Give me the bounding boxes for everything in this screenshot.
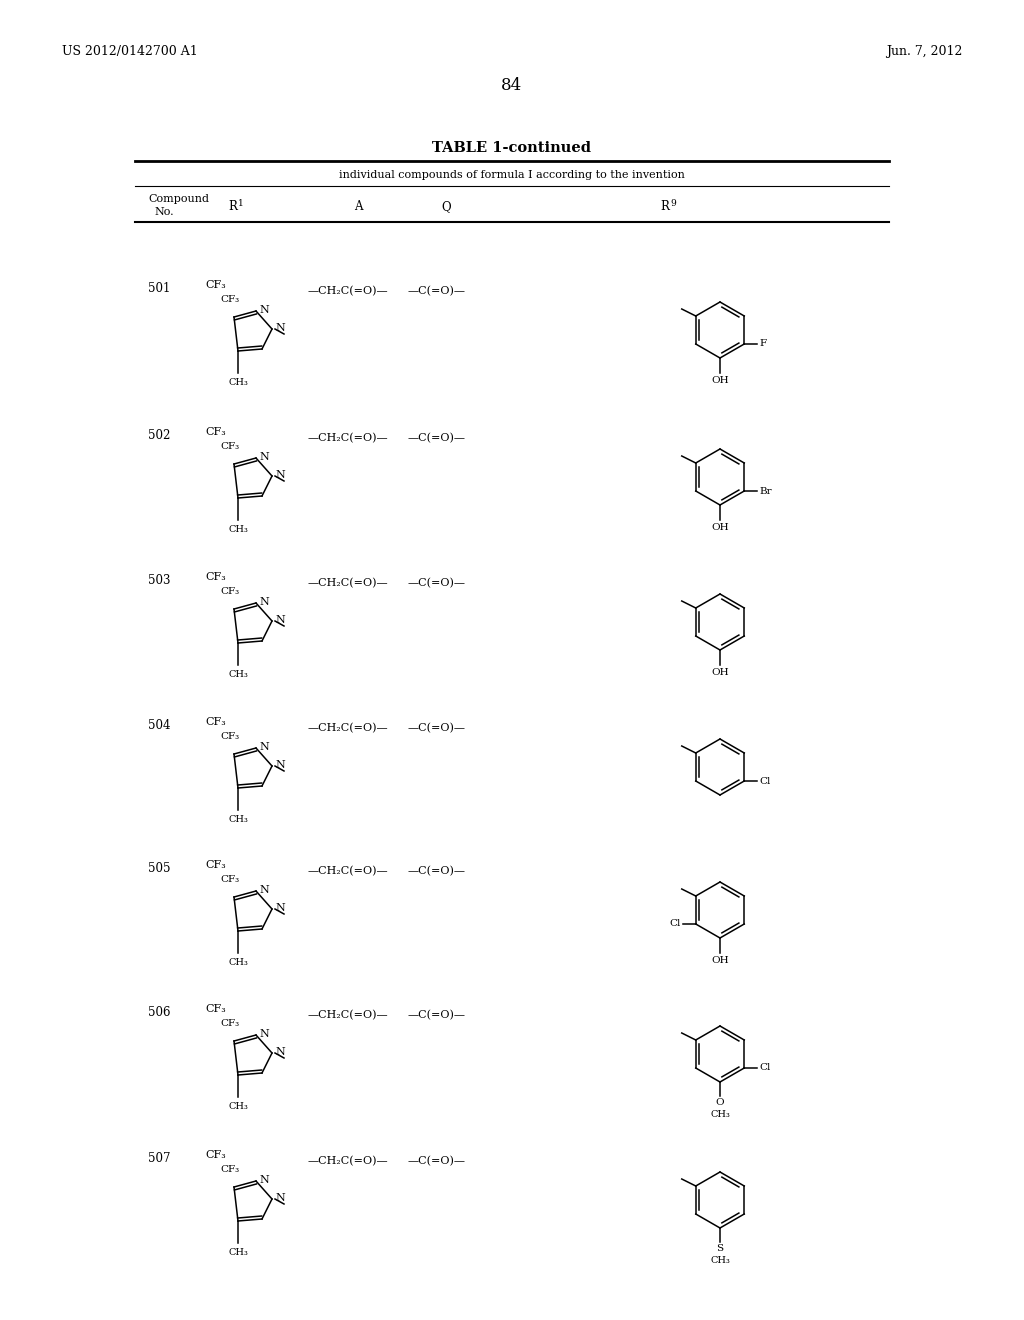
Text: Br: Br: [759, 487, 772, 495]
Text: CH₃: CH₃: [228, 814, 248, 824]
Text: CH₃: CH₃: [710, 1257, 730, 1265]
Text: CF₃: CF₃: [205, 426, 225, 437]
Text: N: N: [275, 903, 285, 913]
Text: OH: OH: [712, 668, 729, 677]
Text: —CH₂C(=O)—: —CH₂C(=O)—: [308, 578, 389, 589]
Text: —C(=O)—: —C(=O)—: [408, 866, 466, 876]
Text: 504: 504: [148, 719, 171, 733]
Text: CF₃: CF₃: [220, 442, 240, 451]
Text: CH₃: CH₃: [710, 1110, 730, 1119]
Text: N: N: [275, 615, 285, 624]
Text: —CH₂C(=O)—: —CH₂C(=O)—: [308, 866, 389, 876]
Text: CF₃: CF₃: [205, 861, 225, 870]
Text: 506: 506: [148, 1006, 171, 1019]
Text: CF₃: CF₃: [220, 294, 240, 304]
Text: CF₃: CF₃: [220, 587, 240, 597]
Text: TABLE 1-continued: TABLE 1-continued: [432, 141, 592, 154]
Text: 9: 9: [670, 198, 676, 207]
Text: —CH₂C(=O)—: —CH₂C(=O)—: [308, 1156, 389, 1167]
Text: CF₃: CF₃: [220, 733, 240, 741]
Text: N: N: [275, 470, 285, 480]
Text: individual compounds of formula I according to the invention: individual compounds of formula I accord…: [339, 170, 685, 180]
Text: R: R: [660, 201, 669, 214]
Text: CH₃: CH₃: [228, 1247, 248, 1257]
Text: —C(=O)—: —C(=O)—: [408, 1010, 466, 1020]
Text: CF₃: CF₃: [220, 1019, 240, 1028]
Text: N: N: [259, 451, 268, 462]
Text: CF₃: CF₃: [205, 1150, 225, 1160]
Text: N: N: [259, 742, 268, 752]
Text: OH: OH: [712, 956, 729, 965]
Text: Cl: Cl: [670, 920, 681, 928]
Text: F: F: [759, 339, 766, 348]
Text: 84: 84: [502, 77, 522, 94]
Text: N: N: [275, 760, 285, 770]
Text: N: N: [259, 884, 268, 895]
Text: Compound: Compound: [148, 194, 209, 205]
Text: —C(=O)—: —C(=O)—: [408, 286, 466, 296]
Text: CF₃: CF₃: [205, 572, 225, 582]
Text: O: O: [716, 1098, 724, 1107]
Text: N: N: [259, 597, 268, 607]
Text: 501: 501: [148, 282, 170, 294]
Text: Cl: Cl: [759, 776, 771, 785]
Text: R: R: [228, 201, 237, 214]
Text: 502: 502: [148, 429, 170, 442]
Text: —CH₂C(=O)—: —CH₂C(=O)—: [308, 286, 389, 296]
Text: 1: 1: [238, 198, 244, 207]
Text: Jun. 7, 2012: Jun. 7, 2012: [886, 45, 962, 58]
Text: N: N: [259, 1175, 268, 1185]
Text: —CH₂C(=O)—: —CH₂C(=O)—: [308, 723, 389, 734]
Text: OH: OH: [712, 376, 729, 385]
Text: —CH₂C(=O)—: —CH₂C(=O)—: [308, 1010, 389, 1020]
Text: N: N: [275, 323, 285, 333]
Text: CH₃: CH₃: [228, 958, 248, 968]
Text: CH₃: CH₃: [228, 525, 248, 535]
Text: A: A: [353, 201, 362, 214]
Text: CH₃: CH₃: [228, 671, 248, 678]
Text: N: N: [275, 1047, 285, 1057]
Text: Cl: Cl: [759, 1064, 771, 1072]
Text: 505: 505: [148, 862, 171, 875]
Text: —CH₂C(=O)—: —CH₂C(=O)—: [308, 433, 389, 444]
Text: —C(=O)—: —C(=O)—: [408, 723, 466, 734]
Text: CF₃: CF₃: [220, 1166, 240, 1173]
Text: Q: Q: [441, 201, 451, 214]
Text: CH₃: CH₃: [228, 378, 248, 387]
Text: N: N: [259, 1030, 268, 1039]
Text: CF₃: CF₃: [220, 875, 240, 884]
Text: N: N: [259, 305, 268, 315]
Text: CF₃: CF₃: [205, 717, 225, 727]
Text: OH: OH: [712, 523, 729, 532]
Text: CF₃: CF₃: [205, 280, 225, 290]
Text: 507: 507: [148, 1152, 171, 1166]
Text: N: N: [275, 1193, 285, 1203]
Text: —C(=O)—: —C(=O)—: [408, 433, 466, 444]
Text: No.: No.: [154, 207, 174, 216]
Text: S: S: [717, 1243, 724, 1253]
Text: 503: 503: [148, 574, 171, 587]
Text: CH₃: CH₃: [228, 1102, 248, 1111]
Text: US 2012/0142700 A1: US 2012/0142700 A1: [62, 45, 198, 58]
Text: CF₃: CF₃: [205, 1005, 225, 1014]
Text: —C(=O)—: —C(=O)—: [408, 1156, 466, 1167]
Text: —C(=O)—: —C(=O)—: [408, 578, 466, 589]
